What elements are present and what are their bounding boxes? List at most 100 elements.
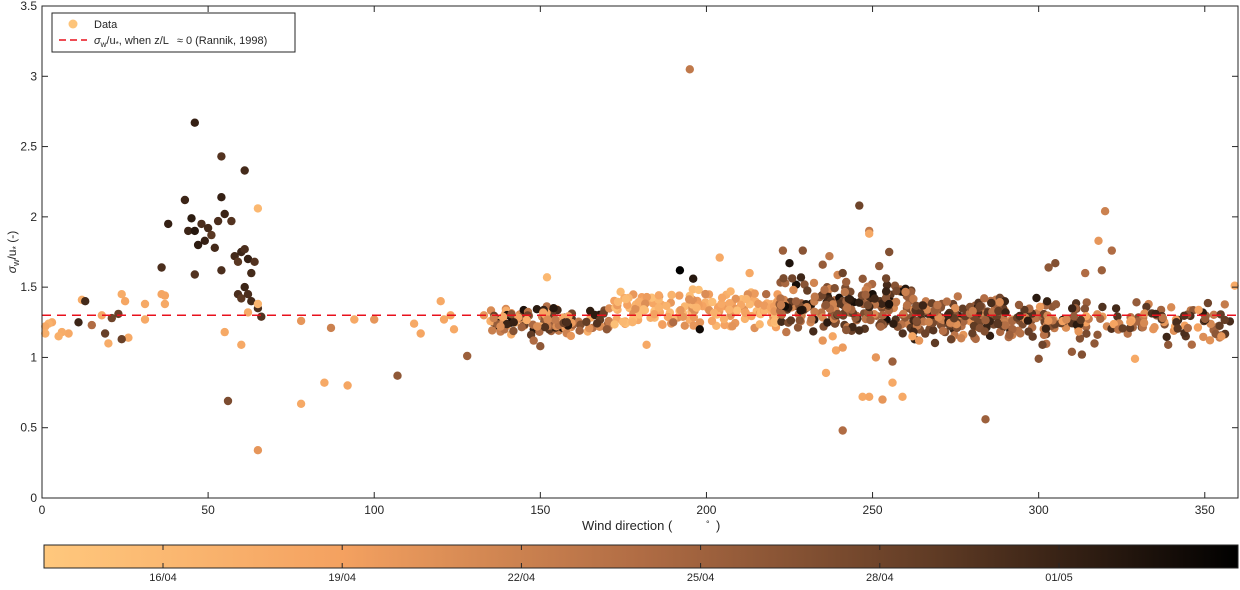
data-point <box>605 304 614 313</box>
data-point <box>855 298 864 307</box>
data-point <box>220 209 229 219</box>
y-label-unit: (-) <box>5 231 19 246</box>
colorbar-tick-label: 01/05 <box>1045 572 1073 584</box>
data-point <box>870 294 879 303</box>
data-point <box>253 204 263 213</box>
data-point <box>803 286 812 295</box>
data-point <box>247 268 256 278</box>
data-point <box>770 316 780 326</box>
data-point <box>789 285 798 295</box>
data-point <box>953 292 962 301</box>
data-point <box>669 318 678 327</box>
data-point <box>536 342 545 351</box>
legend-ref-approx: ≈ 0 (Rannik, 1998) <box>177 35 267 47</box>
data-point <box>533 322 542 331</box>
data-point <box>592 319 602 328</box>
data-point <box>1014 300 1024 310</box>
data-point <box>522 315 531 325</box>
data-point <box>350 315 359 324</box>
data-point <box>64 329 73 338</box>
data-point <box>831 346 841 355</box>
data-point <box>1109 319 1119 329</box>
data-point <box>835 299 845 308</box>
colorbar-gradient <box>43 544 1239 569</box>
data-point <box>795 316 804 325</box>
data-point <box>725 299 734 308</box>
data-point <box>877 299 886 308</box>
legend-ref-sub-w: w <box>100 40 107 49</box>
data-point <box>865 392 874 401</box>
colorbar-tick-label: 25/04 <box>687 572 715 584</box>
x-tick-label: 200 <box>696 503 716 517</box>
data-point <box>1173 324 1182 333</box>
data-point <box>685 65 694 74</box>
colorbar-tick-label: 22/04 <box>508 572 536 584</box>
data-point <box>243 254 253 264</box>
data-point <box>631 304 640 314</box>
data-point <box>820 285 829 295</box>
data-point <box>1034 354 1043 363</box>
data-point <box>616 287 625 296</box>
data-point <box>725 305 734 314</box>
data-point <box>326 323 336 333</box>
data-point <box>237 294 246 303</box>
data-point <box>838 426 847 435</box>
x-tick-label: 0 <box>39 503 46 517</box>
plot-background <box>42 6 1238 498</box>
data-point <box>840 287 850 297</box>
data-point <box>1220 300 1230 309</box>
data-point <box>755 320 764 329</box>
data-point <box>439 315 449 324</box>
data-point <box>582 317 591 327</box>
data-point <box>981 316 990 325</box>
data-point <box>878 395 887 404</box>
data-point <box>549 304 558 313</box>
data-point <box>157 263 166 272</box>
data-point <box>809 278 819 288</box>
x-tick-label: 300 <box>1029 503 1049 517</box>
data-point <box>164 219 173 229</box>
data-point <box>213 216 223 226</box>
data-point <box>695 325 704 334</box>
data-point <box>807 315 816 324</box>
data-point <box>875 261 884 271</box>
data-point <box>575 326 584 335</box>
data-point <box>217 266 226 275</box>
data-point <box>1215 321 1224 330</box>
x-tick-label: 350 <box>1195 503 1215 517</box>
data-point <box>745 268 754 278</box>
legend-box <box>51 12 296 53</box>
data-point <box>662 301 671 311</box>
data-point <box>709 308 719 318</box>
data-point <box>779 274 788 283</box>
data-point <box>1035 302 1045 311</box>
data-point <box>586 306 595 316</box>
data-point <box>566 331 576 341</box>
y-label-u: /u <box>5 250 19 260</box>
data-point <box>848 322 857 332</box>
data-point <box>1016 329 1025 338</box>
data-point <box>1139 318 1149 328</box>
legend-ref-sub-star: * <box>116 40 119 49</box>
data-point <box>634 297 644 307</box>
data-point <box>507 310 516 319</box>
data-point <box>1230 281 1239 290</box>
data-point <box>1200 314 1210 324</box>
data-point <box>949 314 959 323</box>
data-point <box>842 325 851 335</box>
data-point <box>253 299 263 309</box>
data-point <box>610 320 619 329</box>
data-point <box>1162 332 1171 342</box>
data-point <box>1194 305 1203 315</box>
data-point <box>975 302 985 311</box>
data-point <box>1113 312 1122 321</box>
data-point <box>798 246 807 255</box>
data-point <box>233 257 243 266</box>
data-point <box>689 313 699 322</box>
data-point <box>695 318 705 327</box>
data-point <box>190 118 199 127</box>
data-point <box>916 309 925 318</box>
data-point <box>823 318 832 327</box>
data-point <box>891 297 901 307</box>
data-point <box>912 316 921 325</box>
